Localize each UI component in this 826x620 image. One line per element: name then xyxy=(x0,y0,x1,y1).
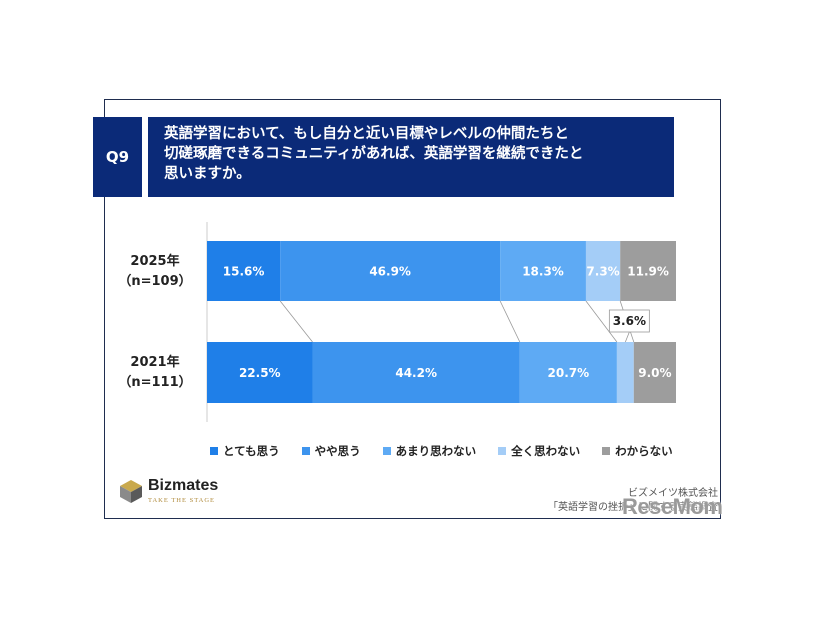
source-company: ビズメイツ株式会社 xyxy=(628,488,718,499)
logo-brand: Bizmates xyxy=(148,477,219,494)
bar-segment xyxy=(519,342,617,403)
bar-segment xyxy=(616,342,634,403)
bar-segment xyxy=(312,342,520,403)
legend-label: あまり思わない xyxy=(395,444,477,458)
legend-swatch xyxy=(498,447,507,455)
legend-swatch xyxy=(301,447,310,455)
data-label: 7.3% xyxy=(586,265,619,279)
legend-swatch xyxy=(602,447,611,455)
bar-segment xyxy=(633,342,676,403)
question-text: 英語学習において、もし自分と近い目標やレベルの仲間たちと 切磋琢磨できるコミュニ… xyxy=(148,117,674,197)
legend-swatch xyxy=(210,447,218,455)
connector-line xyxy=(499,300,521,343)
legend-item: 全く思わない xyxy=(498,443,580,459)
watermark: ReseMom xyxy=(622,494,723,519)
data-label: 15.6% xyxy=(223,265,265,279)
legend: とても思う やや思う あまり思わない 全く思わない わからない xyxy=(210,443,673,459)
legend-item: やや思う xyxy=(301,443,361,459)
legend-item: わからない xyxy=(602,443,673,459)
data-label: 18.3% xyxy=(522,265,564,279)
data-label: 11.9% xyxy=(627,265,669,279)
connector-line xyxy=(279,300,313,343)
bar-segment xyxy=(500,241,586,301)
legend-label: 全く思わない xyxy=(511,444,581,458)
bizmates-logo: Bizmates TAKE THE STAGE xyxy=(118,477,218,508)
legend-label: とても思う xyxy=(223,444,280,458)
row-label-n: （n=111） xyxy=(118,375,192,390)
row-label-year: 2025年 xyxy=(130,254,180,269)
logo-tagline: TAKE THE STAGE xyxy=(148,497,215,504)
bar-segment xyxy=(207,241,281,301)
question-line: 英語学習において、もし自分と近い目標やレベルの仲間たちと xyxy=(164,126,569,142)
data-label: 3.6% xyxy=(613,314,646,328)
legend-item: あまり思わない xyxy=(382,443,477,459)
question-line: 切磋琢磨できるコミュニティがあれば、英語学習を継続できたと xyxy=(164,146,584,162)
legend-swatch xyxy=(382,447,391,455)
row-label-year: 2021年 xyxy=(130,355,180,370)
row-label-2021: 2021年 （n=111） xyxy=(100,353,210,393)
bar-segment xyxy=(207,342,313,403)
data-label: 9.0% xyxy=(638,366,671,380)
question-line: 思いますか。 xyxy=(164,166,251,182)
bar-segment xyxy=(585,241,621,301)
data-label: 46.9% xyxy=(369,265,411,279)
row-label-n: （n=109） xyxy=(118,274,192,289)
bizmates-logo-icon xyxy=(120,480,142,503)
legend-label: わからない xyxy=(615,444,673,458)
connector-line xyxy=(585,300,618,343)
legend-item: とても思う xyxy=(210,443,280,459)
legend-label: やや思う xyxy=(314,444,361,458)
source-survey: 「英語学習の挫折」に関する実態調査 xyxy=(548,502,718,513)
bar-segment xyxy=(620,241,676,301)
callout-line xyxy=(624,331,630,343)
data-label: 20.7% xyxy=(548,366,590,380)
data-label: 44.2% xyxy=(395,366,437,380)
bar-segment xyxy=(280,241,501,301)
row-label-2025: 2025年 （n=109） xyxy=(100,252,210,292)
question-number: Q9 xyxy=(93,117,142,197)
data-label: 22.5% xyxy=(239,366,281,380)
